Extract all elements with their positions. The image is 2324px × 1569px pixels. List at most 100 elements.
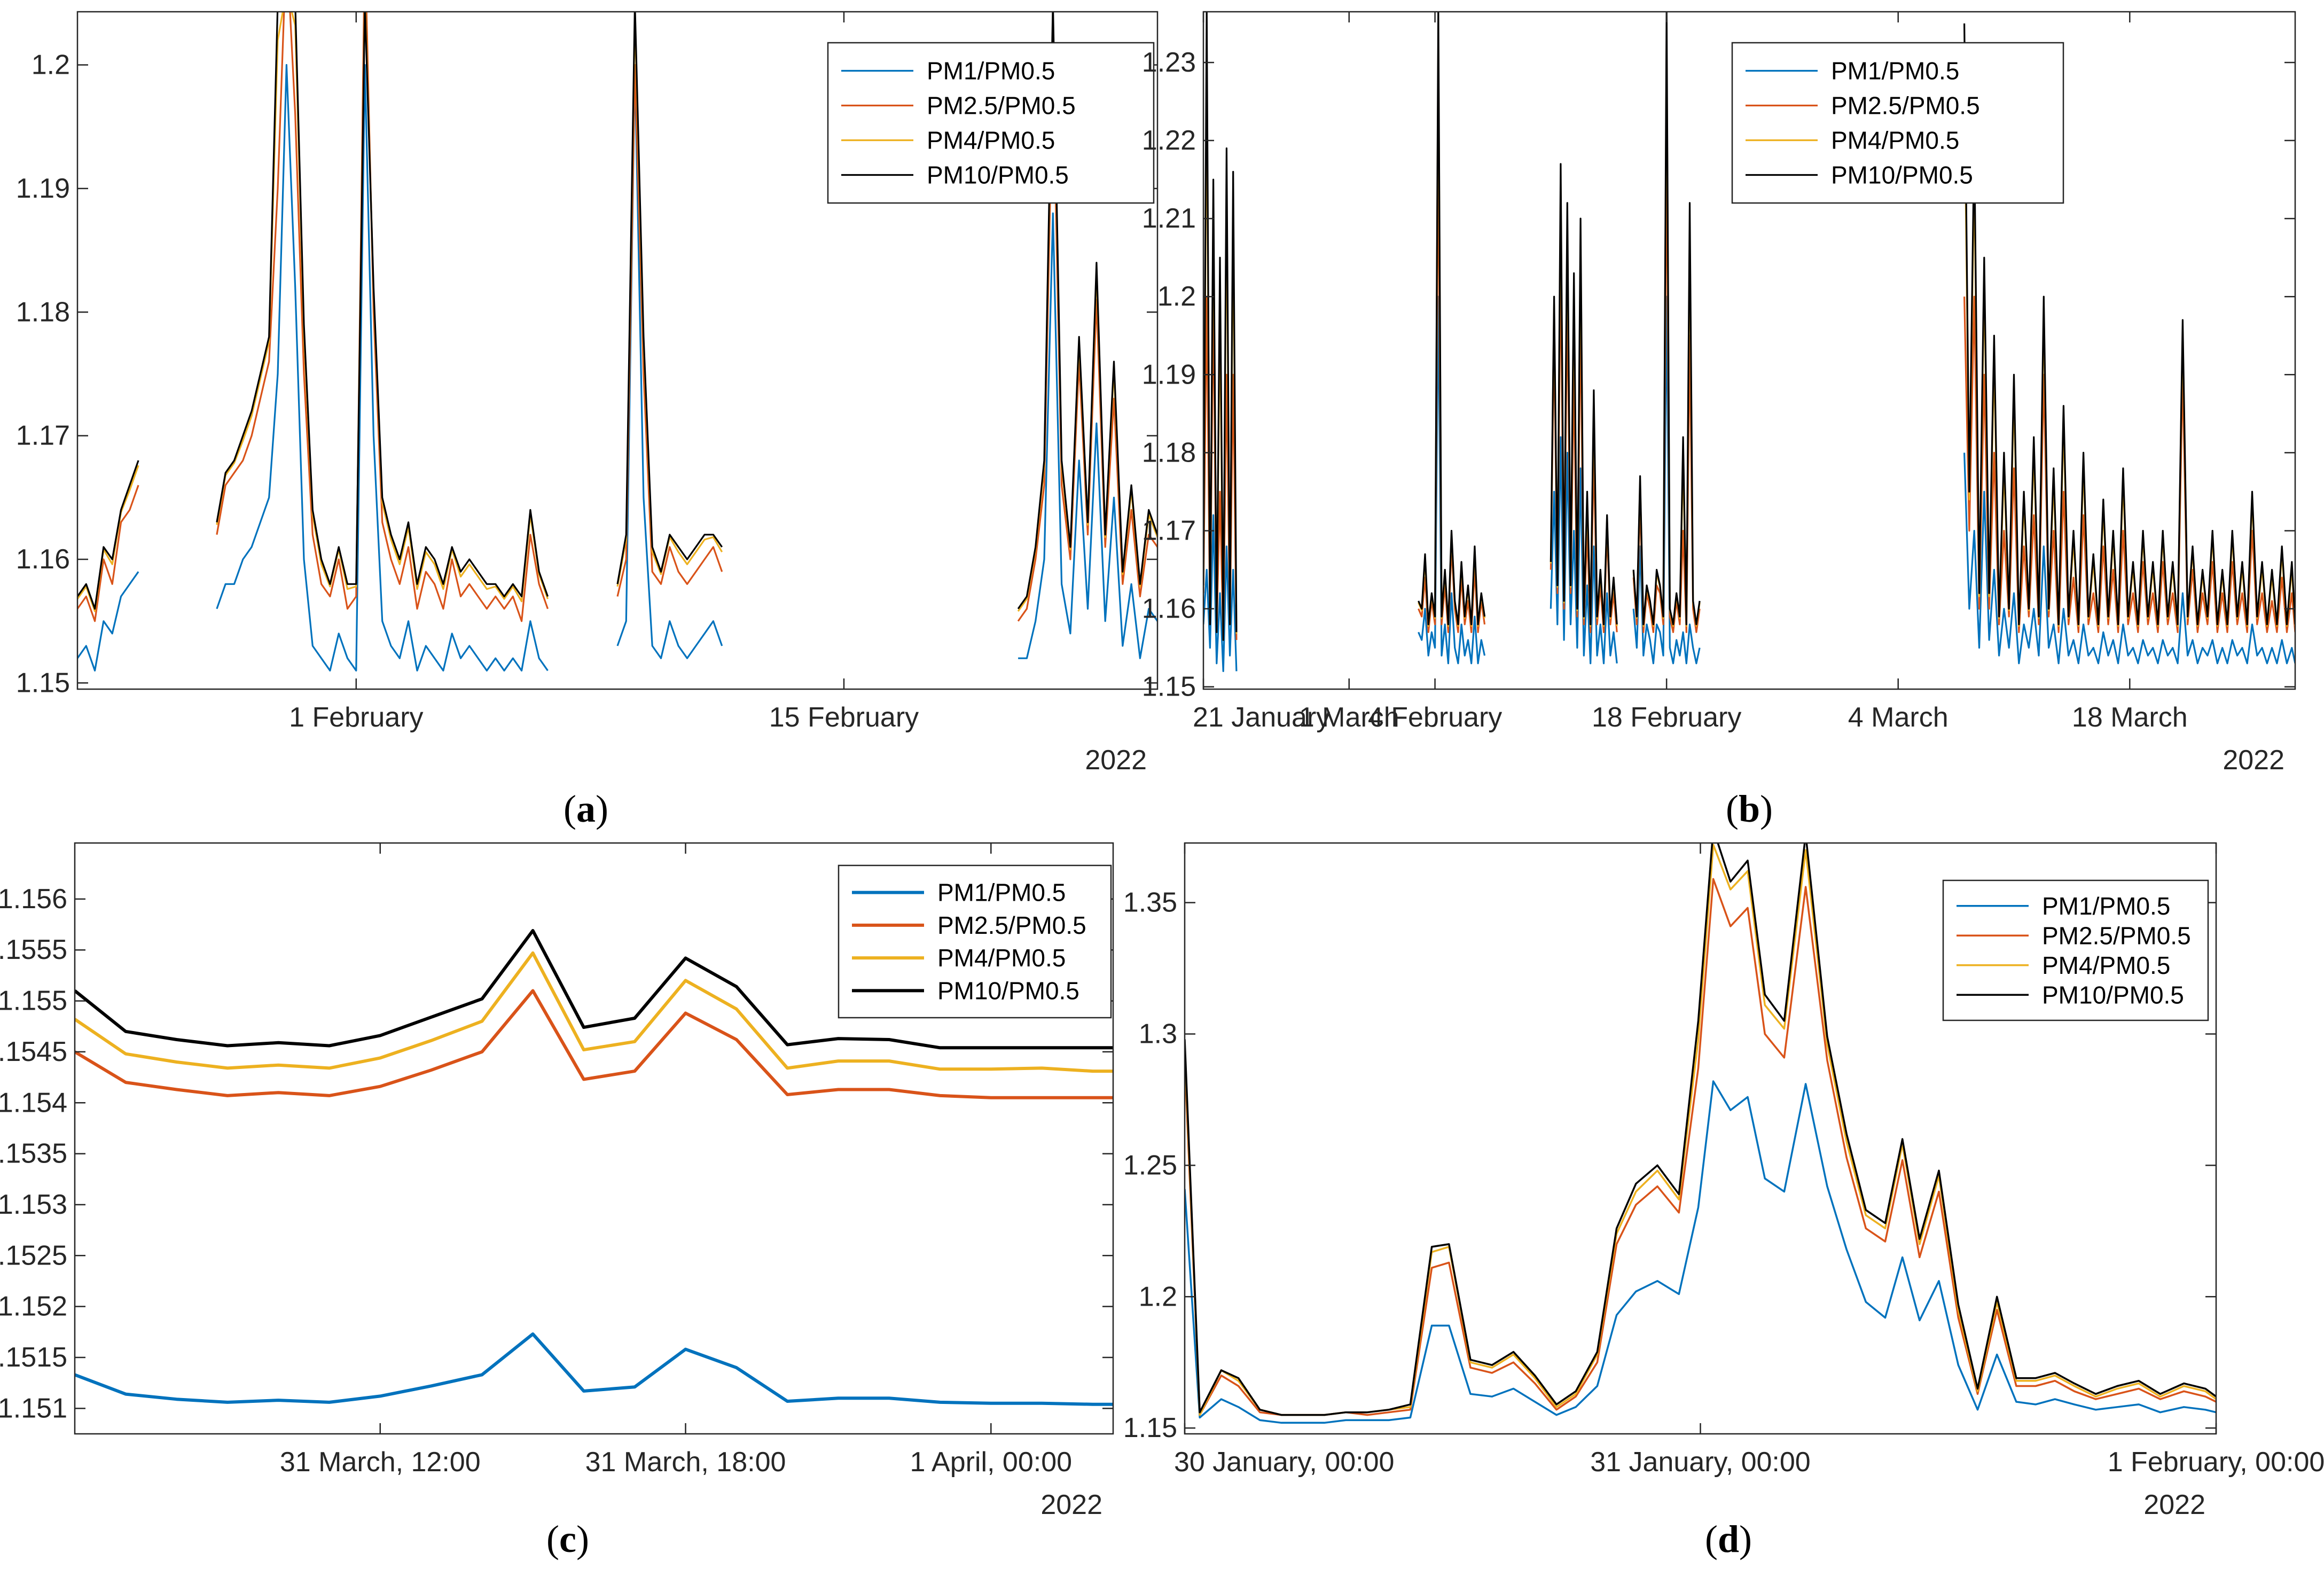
y-tick-label: 1.23 [1142, 47, 1196, 78]
pm1-series-line [1185, 1080, 2216, 1424]
pm25-series-line [75, 989, 1113, 1099]
panel-caption-letter: a [576, 787, 596, 830]
x-tick-label: 31 January, 00:00 [1590, 1447, 1810, 1478]
legend-label: PM1/PM0.5 [927, 57, 1055, 85]
pm10-series-line [1017, 12, 1157, 610]
panel-caption-letter: d [1718, 1518, 1739, 1560]
panel-caption-letter: b [1739, 787, 1760, 830]
plot-area-a [77, 12, 1157, 672]
y-tick-label: 1.153 [0, 1189, 67, 1220]
legend-label: PM2.5/PM0.5 [2042, 922, 2191, 949]
pm1-series-line [1418, 295, 1486, 665]
pm1-series-line [1203, 514, 1238, 673]
pm1-series-line [1018, 212, 1157, 659]
pm10-series-line [1203, 12, 1238, 641]
legend-label: PM2.5/PM0.5 [1831, 92, 1980, 120]
x-tick-label: 4 February [1368, 702, 1502, 733]
x-tick-label: 4 March [1848, 702, 1949, 733]
axes-box [1202, 11, 2296, 690]
y-tick-label: 1.1525 [0, 1240, 67, 1271]
pm10-series-line [1632, 12, 1701, 626]
pm1-series-line [1963, 452, 2295, 665]
legend-label: PM10/PM0.5 [927, 161, 1069, 189]
pm1-series-line [77, 571, 139, 672]
y-tick-label: 1.17 [16, 420, 70, 451]
y-tick-label: 1.22 [1142, 125, 1196, 156]
legend-label: PM4/PM0.5 [927, 127, 1055, 154]
pm25-series-line [1017, 64, 1157, 622]
legend-label: PM1/PM0.5 [937, 879, 1066, 907]
panel-caption: (a) [564, 787, 608, 830]
year-label: 2022 [2143, 1489, 2205, 1520]
year-label: 2022 [2223, 745, 2284, 776]
pm10-series-line [1963, 23, 2295, 626]
legend-box [1942, 879, 2209, 1021]
pm4-series-line [75, 951, 1113, 1073]
plot-area-d [1185, 843, 2216, 1424]
chart-panel-a: 1.15 1.16 1.17 1.18 1.19 1.2 1 February 15 Febr… [16, 11, 1399, 776]
x-tick-label: 1 April, 00:00 [910, 1447, 1073, 1478]
x-tick-label: 18 February [1592, 702, 1741, 733]
y-tick-label: 1.15 [1142, 672, 1196, 702]
legend-label: PM4/PM0.5 [2042, 951, 2170, 979]
year-label: 2022 [1040, 1489, 1102, 1520]
panel-caption: (b) [1726, 787, 1773, 830]
y-tick-label: 1.18 [16, 296, 70, 327]
y-tick-label: 1.16 [1142, 594, 1196, 625]
legend-label: PM4/PM0.5 [1831, 127, 1959, 154]
legend-label: PM10/PM0.5 [937, 977, 1079, 1004]
pm1-series-line [75, 1332, 1113, 1406]
legend-box [838, 864, 1112, 1019]
y-tick-label: 1.17 [1142, 515, 1196, 546]
y-tick-label: 1.16 [16, 544, 70, 575]
pm25-series-line [77, 485, 139, 622]
pm10-series-line [1418, 12, 1486, 626]
y-tick-label: 1.1515 [0, 1342, 67, 1373]
y-tick-label: 1.3 [1139, 1019, 1177, 1050]
x-tick-label: 1 March [1299, 702, 1399, 733]
legend-box [1731, 42, 2064, 204]
axes-box [76, 11, 1159, 690]
pm10-series-line [1550, 163, 1618, 626]
x-tick-label: 15 February [769, 702, 919, 733]
y-tick-label: 1.19 [1142, 359, 1196, 390]
y-tick-label: 1.2 [1139, 1281, 1177, 1312]
pm25-series-line [1963, 295, 2295, 634]
x-tick-label: 31 March, 12:00 [280, 1447, 481, 1478]
y-tick-label: 1.152 [0, 1291, 67, 1322]
y-tick-label: 1.2 [1157, 281, 1196, 312]
pm10-series-line [616, 12, 723, 584]
panel-caption-letter: c [559, 1518, 576, 1560]
y-tick-label: 1.25 [1123, 1150, 1177, 1181]
legend-label: PM2.5/PM0.5 [937, 911, 1086, 939]
legend: PM1/PM0.5 PM2.5/PM0.5 PM4/PM0.5 PM10/PM0.5 [827, 42, 1155, 204]
pm1-series-line [216, 64, 549, 672]
plot-area-c [75, 929, 1113, 1406]
chart-panel-b: 1.15 1.16 1.17 1.18 1.19 1.2 1.21 1.22 1.23 21 Ja… [1142, 11, 2296, 776]
pm10-series-line [216, 12, 549, 598]
pm1-series-line [1632, 295, 1701, 665]
y-tick-label: 1.1535 [0, 1138, 67, 1169]
x-tick-label: 1 February, 00:00 [2108, 1447, 2324, 1478]
legend-box [827, 42, 1155, 204]
legend-label: PM4/PM0.5 [937, 944, 1066, 972]
y-tick-label: 1.156 [0, 884, 67, 915]
y-tick-label: 1.15 [1123, 1412, 1177, 1443]
legend-label: PM1/PM0.5 [2042, 892, 2170, 920]
pm10-series-line [1185, 843, 2216, 1416]
x-tick-label: 1 February [289, 702, 423, 733]
pm10-series-line [75, 929, 1113, 1050]
legend: PM1/PM0.5 PM2.5/PM0.5 PM4/PM0.5 PM10/PM0.5 [838, 864, 1112, 1019]
y-tick-label: 1.2 [32, 49, 70, 80]
chart-panel-d: 1.15 1.2 1.25 1.3 1.35 30 January, 00:00 31 Ja… [1123, 842, 2324, 1520]
y-tick-label: 1.21 [1142, 203, 1196, 234]
y-tick-label: 1.151 [0, 1393, 67, 1424]
x-tick-label: 21 January [1193, 702, 1330, 733]
y-tick-label: 1.18 [1142, 437, 1196, 468]
x-tick-label: 18 March [2072, 702, 2188, 733]
x-tick-label: 30 January, 00:00 [1174, 1447, 1394, 1478]
y-tick-label: 1.35 [1123, 887, 1177, 918]
legend-label: PM2.5/PM0.5 [927, 92, 1076, 120]
